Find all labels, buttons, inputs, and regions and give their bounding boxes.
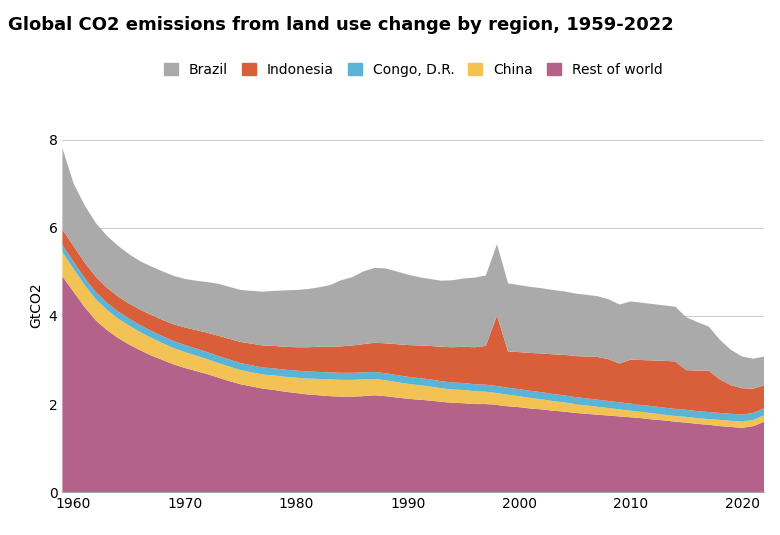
Y-axis label: GtCO2: GtCO2 [29, 282, 43, 328]
Text: Global CO2 emissions from land use change by region, 1959-2022: Global CO2 emissions from land use chang… [8, 16, 674, 34]
Legend: Brazil, Indonesia, Congo, D.R., China, Rest of world: Brazil, Indonesia, Congo, D.R., China, R… [158, 57, 668, 82]
